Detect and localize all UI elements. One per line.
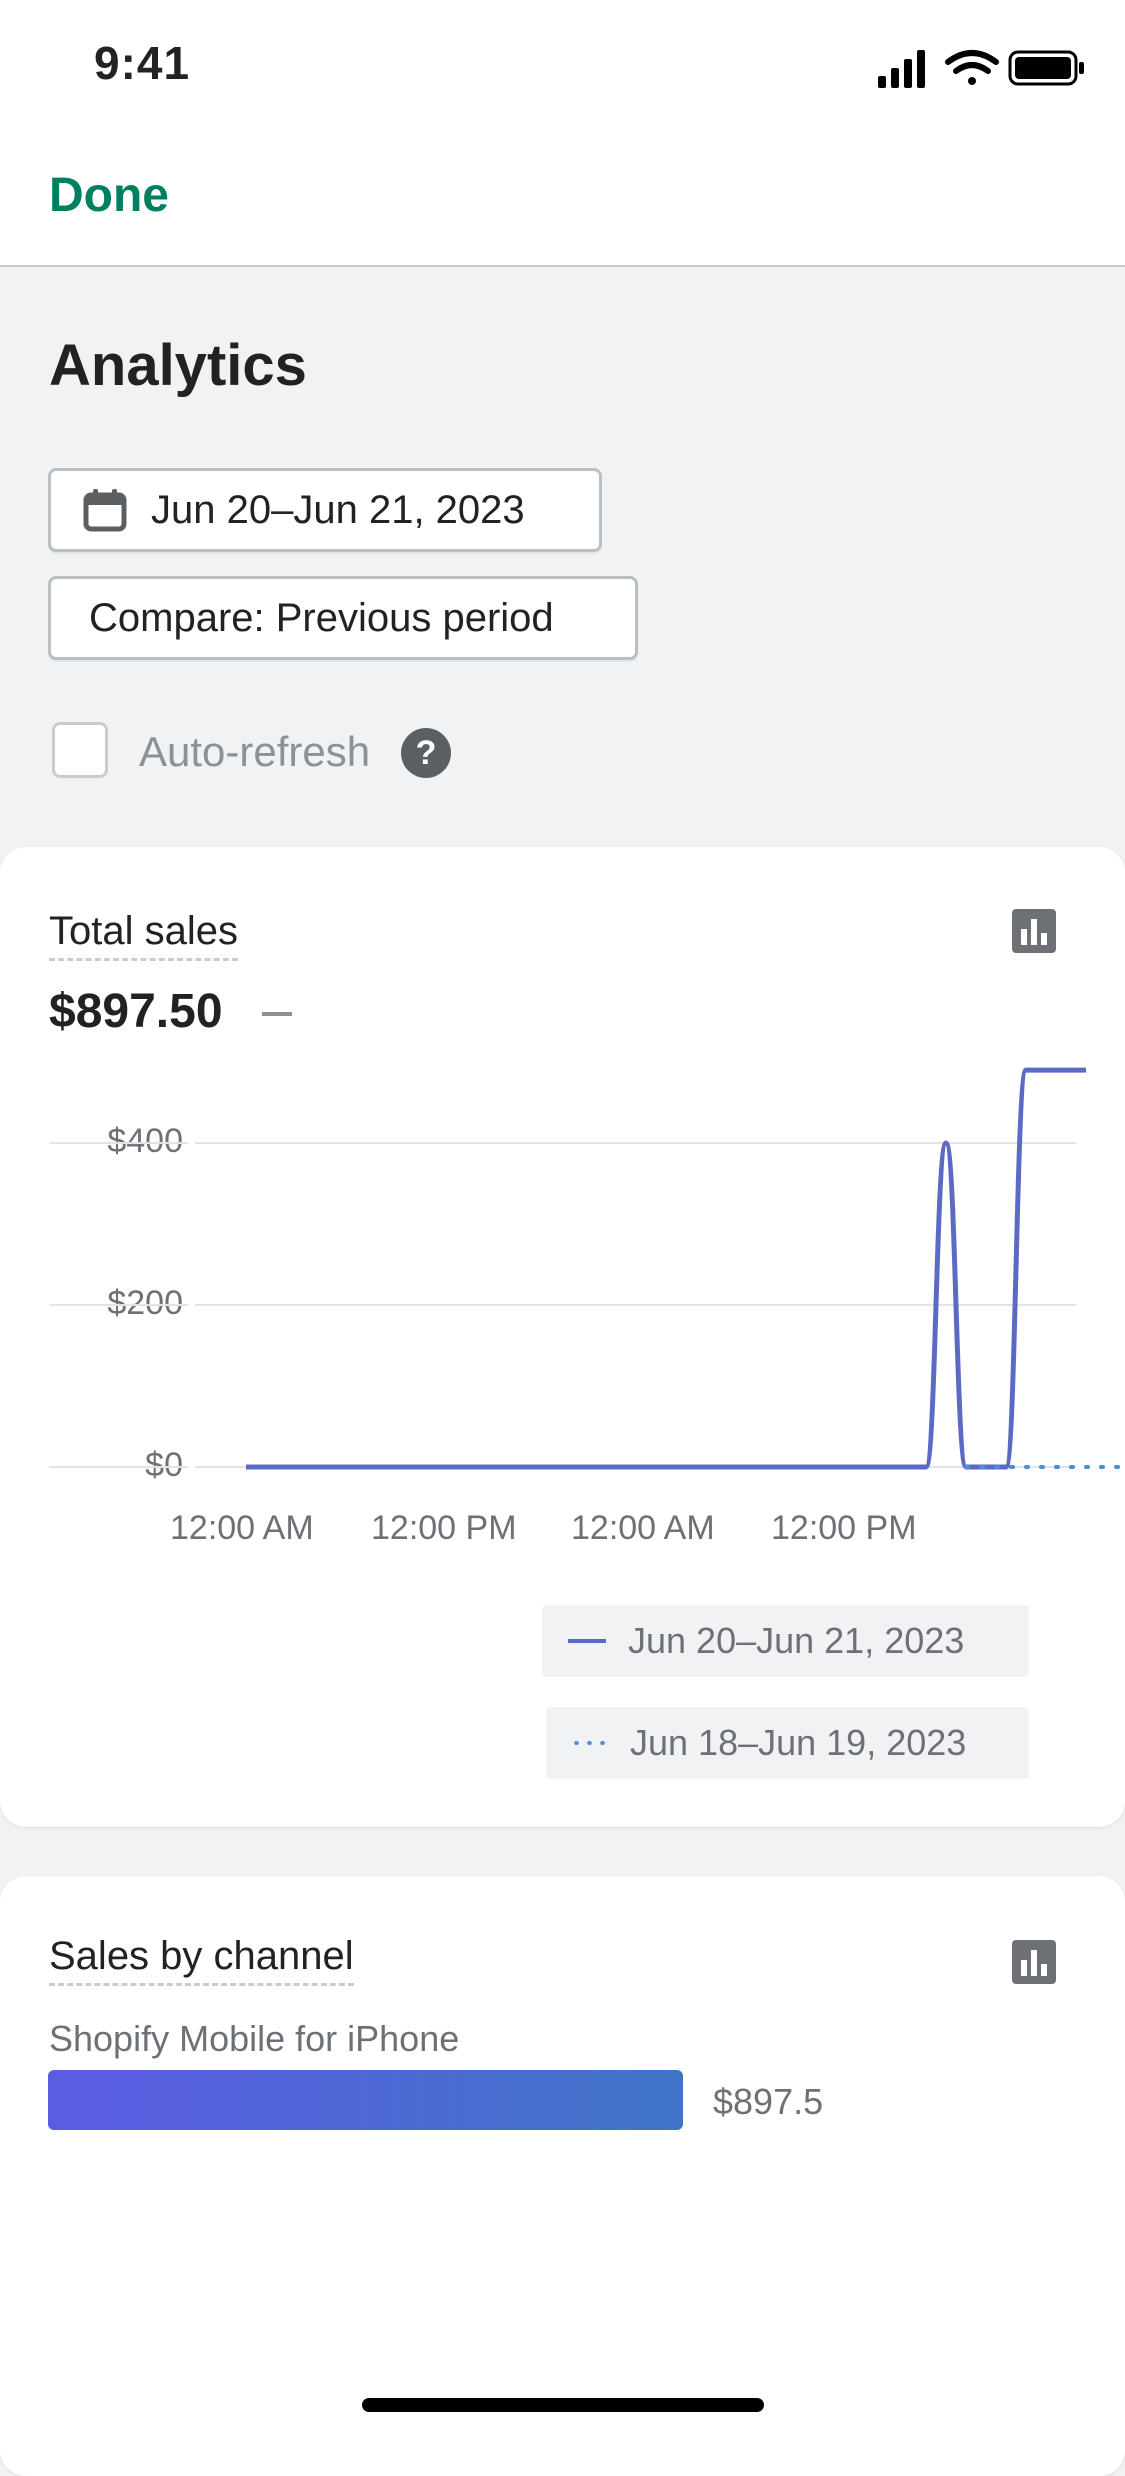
channel-label: Shopify Mobile for iPhone bbox=[49, 2018, 460, 2059]
series-line-current bbox=[246, 1067, 1086, 1470]
auto-refresh-checkbox[interactable] bbox=[52, 722, 108, 778]
channel-value: $897.5 bbox=[713, 2081, 824, 2122]
date-range-button[interactable]: Jun 20–Jun 21, 2023 bbox=[48, 468, 602, 552]
legend-dotted-swatch bbox=[570, 1741, 608, 1745]
help-icon[interactable]: ? bbox=[401, 728, 451, 778]
comparison-dash bbox=[262, 1012, 292, 1016]
top-bar bbox=[0, 0, 1125, 267]
total-sales-card: Total sales $897.50 $400 $200 $0 12:00 A… bbox=[0, 847, 1125, 1827]
y-tick-label: $400 bbox=[107, 1122, 183, 1160]
legend-solid-swatch bbox=[568, 1639, 606, 1643]
compare-button[interactable]: Compare: Previous period bbox=[48, 576, 638, 660]
bar-chart-icon[interactable] bbox=[1012, 909, 1056, 953]
legend-item-current[interactable]: Jun 20–Jun 21, 2023 bbox=[542, 1605, 1029, 1677]
date-range-label: Jun 20–Jun 21, 2023 bbox=[151, 487, 525, 532]
bar-chart-icon[interactable] bbox=[1012, 1940, 1056, 1984]
cellular-signal-icon bbox=[878, 50, 925, 88]
x-tick-label: 12:00 PM bbox=[771, 1509, 917, 1547]
channel-bar bbox=[48, 2070, 683, 2130]
total-sales-title[interactable]: Total sales bbox=[49, 909, 238, 961]
page-title: Analytics bbox=[49, 333, 307, 398]
total-sales-value: $897.50 bbox=[49, 985, 223, 1038]
battery-icon bbox=[1008, 50, 1084, 86]
home-indicator bbox=[362, 2398, 764, 2412]
x-tick-label: 12:00 PM bbox=[371, 1509, 517, 1547]
auto-refresh-label: Auto-refresh bbox=[139, 728, 371, 775]
x-tick-label: 12:00 AM bbox=[170, 1509, 314, 1547]
y-tick-label: $0 bbox=[145, 1446, 183, 1484]
status-time: 9:41 bbox=[94, 37, 191, 89]
wifi-icon bbox=[945, 50, 999, 85]
calendar-icon bbox=[83, 489, 127, 532]
status-icons bbox=[878, 50, 1084, 88]
x-tick-label: 12:00 AM bbox=[571, 1509, 715, 1547]
sales-by-channel-title[interactable]: Sales by channel bbox=[49, 1934, 354, 1986]
compare-label: Compare: Previous period bbox=[89, 595, 554, 640]
chart-gridlines bbox=[49, 1142, 1076, 1468]
legend-item-compare[interactable]: Jun 18–Jun 19, 2023 bbox=[546, 1707, 1029, 1779]
done-button[interactable]: Done bbox=[49, 169, 169, 222]
y-tick-label: $200 bbox=[107, 1284, 183, 1322]
legend-label: Jun 20–Jun 21, 2023 bbox=[628, 1620, 965, 1661]
sales-chart bbox=[49, 1067, 1125, 1470]
sales-by-channel-card: Sales by channel Shopify Mobile for iPho… bbox=[0, 1876, 1125, 2476]
legend-label: Jun 18–Jun 19, 2023 bbox=[630, 1722, 967, 1763]
chart-series bbox=[246, 1067, 1125, 1470]
